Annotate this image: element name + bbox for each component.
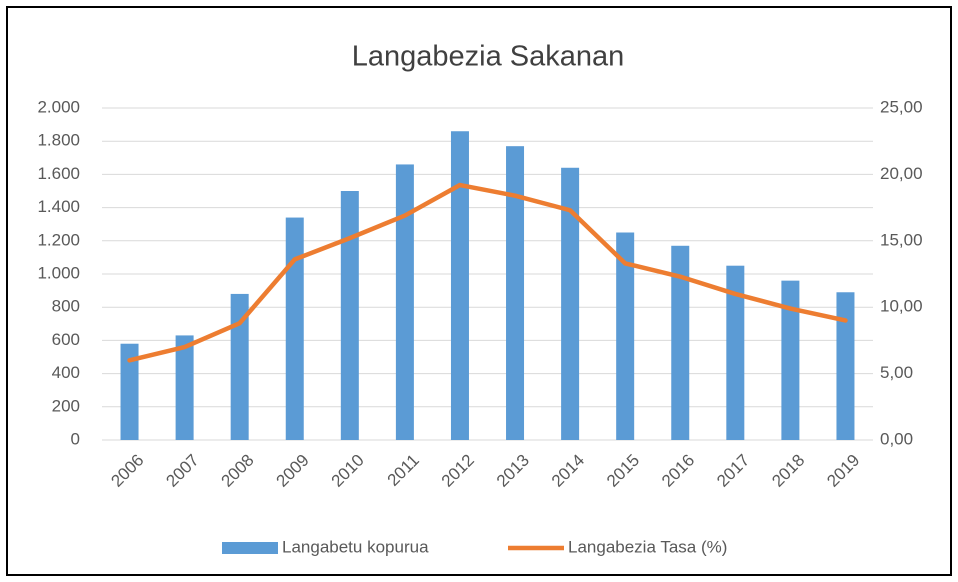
- bar: [726, 265, 745, 440]
- bar: [395, 164, 414, 440]
- y-tick-label: 400: [52, 363, 80, 382]
- chart-border: [6, 6, 952, 576]
- legend-label: Langabezia Tasa (%): [568, 537, 727, 556]
- legend-swatch: [222, 542, 278, 554]
- y-tick-label: 200: [52, 396, 80, 415]
- bar: [616, 232, 635, 440]
- line: [127, 182, 848, 363]
- y2-tick-label: 25,00: [880, 97, 923, 116]
- chart-title: Langabezia Sakanan: [352, 41, 625, 73]
- bar: [285, 217, 304, 440]
- legend-label: Langabetu kopurua: [282, 537, 429, 556]
- y2-tick-label: 5,00: [880, 363, 913, 382]
- y-tick-label: 1.800: [37, 131, 80, 150]
- y-tick-label: 600: [52, 330, 80, 349]
- bar: [561, 167, 580, 440]
- bar: [230, 293, 249, 440]
- bar: [781, 280, 800, 440]
- y-tick-label: 0: [71, 429, 80, 448]
- y2-tick-label: 10,00: [880, 297, 923, 316]
- y2-tick-label: 0,00: [880, 429, 913, 448]
- bar: [836, 292, 855, 440]
- bar: [506, 146, 525, 440]
- bar: [671, 245, 690, 440]
- bar: [120, 343, 139, 440]
- bar: [450, 131, 469, 441]
- bar: [340, 191, 359, 440]
- y-tick-label: 1.200: [37, 230, 80, 249]
- bar: [175, 335, 194, 440]
- y-tick-label: 1.000: [37, 263, 80, 282]
- y2-tick-label: 15,00: [880, 230, 923, 249]
- y2-tick-label: 20,00: [880, 164, 923, 183]
- y-tick-label: 2.000: [37, 97, 80, 116]
- y-tick-label: 800: [52, 297, 80, 316]
- y-tick-label: 1.400: [37, 197, 80, 216]
- y-tick-label: 1.600: [37, 164, 80, 183]
